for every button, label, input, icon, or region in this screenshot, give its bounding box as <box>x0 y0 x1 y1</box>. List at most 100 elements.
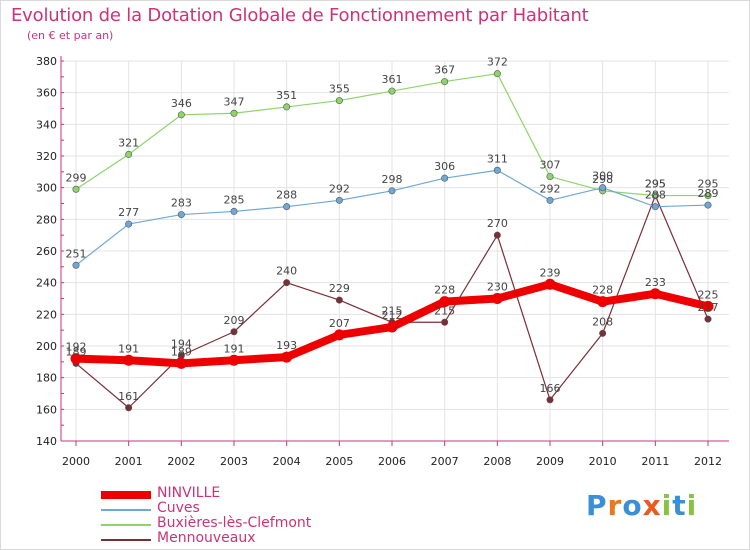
y-tick-label: 240 <box>36 277 57 290</box>
data-point <box>335 97 343 105</box>
legend-label: Mennouveaux <box>157 530 256 546</box>
series-lines <box>70 70 714 412</box>
legend-swatch <box>101 509 151 511</box>
data-label: 228 <box>434 284 455 297</box>
data-point <box>281 351 293 363</box>
x-tick-label: 2011 <box>641 455 669 468</box>
y-tick-label: 380 <box>36 55 57 68</box>
data-point <box>702 300 714 312</box>
data-label: 166 <box>540 382 561 395</box>
data-point <box>125 220 133 228</box>
data-point <box>123 354 135 366</box>
data-point <box>283 203 291 211</box>
y-tick-label: 280 <box>36 213 57 226</box>
data-label: 209 <box>224 314 245 327</box>
data-point <box>386 321 398 333</box>
data-label: 191 <box>118 342 139 355</box>
data-label: 351 <box>276 89 297 102</box>
legend-label: Buxières-lès-Clefmont <box>157 515 312 531</box>
data-label: 189 <box>66 345 87 358</box>
data-label: 289 <box>698 187 719 200</box>
data-point <box>546 196 554 204</box>
x-tick-label: 2004 <box>273 455 301 468</box>
proxiti-logo: Proxiti <box>586 489 698 522</box>
data-point <box>441 318 449 326</box>
y-tick-label: 320 <box>36 150 57 163</box>
data-label: 311 <box>487 152 508 165</box>
data-point <box>230 328 238 336</box>
y-tick-label: 260 <box>36 245 57 258</box>
data-label: 295 <box>645 178 666 191</box>
data-point <box>70 353 82 365</box>
data-label: 300 <box>592 170 613 183</box>
data-point <box>230 109 238 117</box>
y-tick-label: 140 <box>36 435 57 448</box>
data-label: 321 <box>118 136 139 149</box>
data-label: 215 <box>434 304 455 317</box>
data-label: 361 <box>382 73 403 86</box>
data-point <box>283 103 291 111</box>
legend-swatch <box>101 491 151 499</box>
y-tick-label: 180 <box>36 372 57 385</box>
data-point <box>177 111 185 119</box>
data-point <box>599 184 607 192</box>
data-label: 285 <box>224 193 245 206</box>
data-point <box>230 207 238 215</box>
data-label: 207 <box>329 317 350 330</box>
legend-item: NINVILLE <box>101 485 361 502</box>
legend-item: Cuves <box>101 500 361 517</box>
data-label: 346 <box>171 97 192 110</box>
data-label: 295 <box>645 178 666 191</box>
data-label: 239 <box>540 266 561 279</box>
data-label: 277 <box>118 206 139 219</box>
data-point <box>704 201 712 209</box>
data-point <box>599 329 607 337</box>
data-point <box>546 396 554 404</box>
legend-label: Cuves <box>157 500 200 516</box>
legend-item: Mennouveaux <box>101 530 361 547</box>
y-tick-label: 300 <box>36 182 57 195</box>
data-label: 307 <box>540 159 561 172</box>
data-label: 193 <box>276 339 297 352</box>
data-label: 208 <box>592 315 613 328</box>
data-point <box>125 150 133 158</box>
y-tick-label: 200 <box>36 340 57 353</box>
chart-title: Evolution de la Dotation Globale de Fonc… <box>11 5 589 26</box>
x-tick-label: 2001 <box>115 455 143 468</box>
x-tick-label: 2012 <box>694 455 722 468</box>
x-tick-label: 2003 <box>220 455 248 468</box>
data-label: 189 <box>171 345 192 358</box>
legend-swatch <box>101 524 151 526</box>
data-point <box>333 329 345 341</box>
data-point <box>228 354 240 366</box>
y-tick-label: 160 <box>36 403 57 416</box>
chart-subtitle: (en € et par an) <box>27 29 114 42</box>
data-label: 347 <box>224 95 245 108</box>
data-label: 225 <box>698 288 719 301</box>
data-label: 283 <box>171 197 192 210</box>
data-label: 251 <box>66 247 87 260</box>
data-point <box>597 296 609 308</box>
data-point <box>493 166 501 174</box>
data-point <box>72 185 80 193</box>
x-tick-label: 2005 <box>325 455 353 468</box>
data-point <box>493 70 501 78</box>
data-label: 298 <box>592 173 613 186</box>
y-tick-label: 340 <box>36 118 57 131</box>
data-point <box>544 278 556 290</box>
data-label: 215 <box>382 304 403 317</box>
data-point <box>704 192 712 200</box>
data-point <box>175 357 187 369</box>
data-point <box>177 211 185 219</box>
data-point <box>651 203 659 211</box>
data-label: 229 <box>329 282 350 295</box>
grid <box>61 60 729 442</box>
data-label: 292 <box>329 182 350 195</box>
data-label: 192 <box>66 341 87 354</box>
data-point <box>493 231 501 239</box>
data-point <box>649 288 661 300</box>
data-label: 299 <box>66 171 87 184</box>
data-label: 194 <box>171 338 192 351</box>
legend: NINVILLE Cuves Buxières-lès-Clefmont Mennou… <box>101 485 361 547</box>
